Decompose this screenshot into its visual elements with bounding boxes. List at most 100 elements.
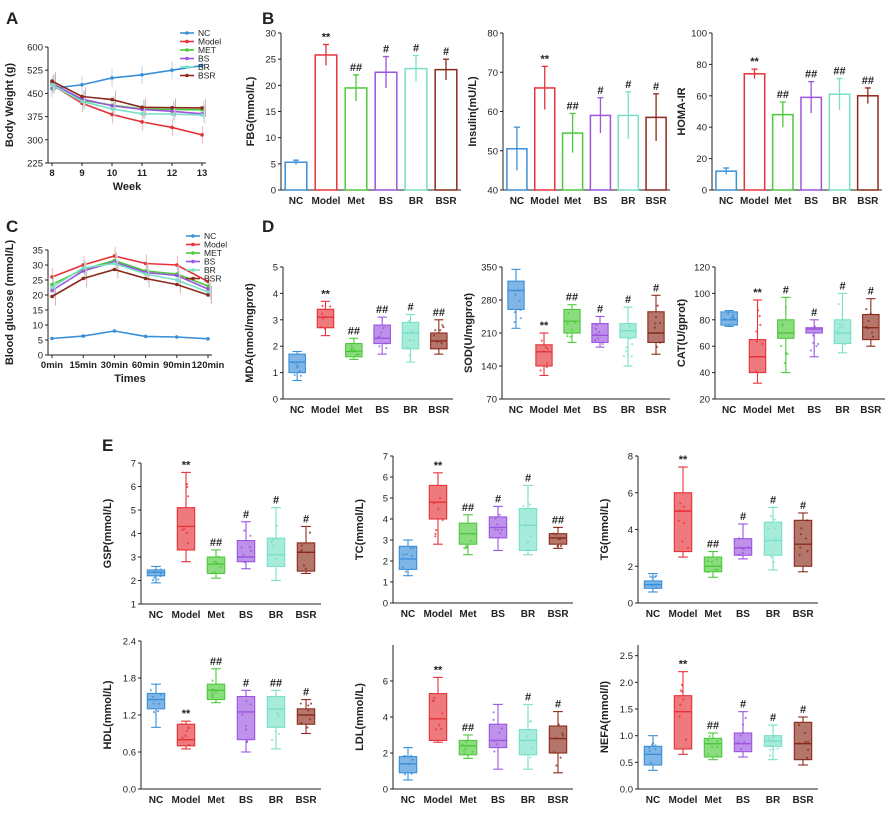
E6-datapoint-Met — [716, 740, 719, 743]
E5-datapoint-Met — [464, 747, 467, 750]
E3-datapoint-Met — [710, 560, 714, 563]
D2-ytick-label: 70 — [486, 395, 497, 406]
D3-box-BR — [833, 319, 852, 345]
E2-datapoint-BS — [500, 528, 503, 531]
E3-box-BSR — [793, 519, 813, 567]
E2-datapoint-NC — [412, 546, 415, 550]
C-ytick-label: 10 — [32, 321, 43, 332]
D1-datapoint-BS — [385, 346, 388, 350]
panel-D2: 70 140 210 280 350 SOD(U/mgprot) NC Model Met BS B… — [463, 263, 670, 416]
A-point-BSR — [140, 105, 144, 110]
C-legend-marker-NC — [191, 234, 195, 238]
E3-significance-Model: ** — [679, 454, 688, 466]
A-legend-marker-Model — [185, 39, 189, 44]
A-legend-label-BR: BR — [198, 62, 210, 72]
E1-box-Model — [176, 507, 196, 551]
E1-datapoint-BR — [271, 545, 274, 548]
E4-category-label: BSR — [295, 795, 317, 806]
D3-ytick-label: 100 — [694, 289, 710, 300]
C-point-Model — [175, 263, 179, 267]
D2-datapoint-NC — [514, 293, 517, 296]
B3-category-label: Met — [774, 196, 792, 207]
D3-ytick-label: 60 — [699, 342, 710, 353]
B1-bar-BS — [374, 71, 398, 191]
D3-datapoint-NC — [730, 317, 733, 320]
A-ytick-label: 225 — [27, 159, 43, 170]
C-point-BSR — [112, 267, 117, 272]
E4-datapoint-BSR — [309, 702, 313, 705]
E5-significance-BSR: # — [555, 699, 561, 711]
E4-datapoint-Model — [184, 734, 187, 737]
D1-datapoint-BR — [408, 354, 411, 357]
D2-datapoint-NC — [519, 308, 522, 311]
A-point-BR — [80, 99, 84, 104]
D2-category-label: BS — [593, 405, 607, 416]
E6-datapoint-BS — [739, 734, 742, 737]
E5-datapoint-BSR — [561, 734, 564, 737]
E5-datapoint-NC — [410, 772, 413, 775]
D1-category-label: BS — [375, 405, 389, 416]
E6-datapoint-NC — [648, 746, 651, 749]
E5-significance-Model: ** — [434, 664, 443, 676]
D1-datapoint-BR — [412, 339, 415, 342]
D3-datapoint-BR — [838, 322, 842, 325]
D2-datapoint-Met — [567, 312, 570, 315]
B1-category-label: BS — [379, 196, 393, 207]
B3-bar-Model — [743, 73, 766, 191]
D3-datapoint-Model — [759, 323, 762, 327]
E3-category-label: Model — [669, 609, 698, 620]
A-point-NC — [170, 68, 174, 72]
E5-significance-BR: # — [525, 691, 531, 703]
D2-datapoint-BSR — [658, 321, 662, 324]
panel-D3: 20 40 60 80 100 120 CAT(U/gprot) NC Model Met BS BR… — [676, 263, 885, 416]
E1-datapoint-NC — [159, 572, 162, 575]
D1-datapoint-Model — [321, 312, 324, 315]
panel-C: 0 5 10 15 20 25 30 35 Blood glucose (mmol/L) 0min… — [4, 231, 227, 385]
E4-datapoint-BS — [244, 724, 248, 728]
E5-datapoint-NC — [410, 754, 413, 757]
D3-datapoint-BSR — [871, 335, 875, 338]
E6-significance-Model: ** — [679, 659, 688, 671]
E5-datapoint-BS — [495, 743, 499, 746]
E2-datapoint-Met — [463, 547, 466, 550]
E1-datapoint-Met — [213, 571, 216, 574]
D3-datapoint-BSR — [865, 325, 868, 328]
E2-category-label: Model — [424, 609, 453, 620]
E6-category-label: BSR — [792, 795, 814, 806]
B1-bar-BR — [404, 67, 428, 191]
D3-datapoint-BSR — [867, 327, 870, 330]
E3-significance-BR: # — [770, 494, 776, 506]
E3-datapoint-Model — [677, 519, 680, 522]
E6-datapoint-BR — [772, 748, 775, 751]
E4-category-label: BR — [269, 795, 284, 806]
E4-datapoint-BSR — [307, 709, 310, 712]
C-point-BS — [50, 288, 54, 293]
E2-category-label: NC — [401, 609, 415, 620]
E6-box-NC — [643, 745, 663, 766]
D1-datapoint-NC — [291, 361, 295, 364]
E6-datapoint-BR — [776, 747, 779, 750]
D3-datapoint-BR — [838, 326, 841, 329]
E3-datapoint-BS — [737, 537, 741, 540]
E6-datapoint-BSR — [797, 723, 801, 727]
E6-category-label: BS — [736, 795, 750, 806]
D2-datapoint-BR — [629, 337, 632, 340]
E1-datapoint-BSR — [299, 550, 302, 553]
panel-letter-D: D — [262, 217, 274, 236]
A-point-NC — [200, 63, 204, 68]
A-xtick-label: 10 — [107, 168, 118, 179]
E4-datapoint-BR — [277, 714, 280, 718]
E1-datapoint-BS — [249, 549, 253, 553]
D1-ytick-label: 3 — [273, 315, 278, 326]
A-point-BR — [50, 82, 54, 87]
E4-datapoint-Met — [211, 696, 214, 699]
D3-category-label: Model — [743, 405, 772, 416]
B1-significance-BSR: # — [443, 46, 449, 58]
E6-ytick-label: 2.5 — [620, 651, 633, 662]
E6-datapoint-Model — [679, 703, 682, 707]
E4-datapoint-Met — [211, 679, 214, 682]
C-legend-marker-BR — [191, 268, 195, 272]
E3-box-Model — [673, 492, 693, 553]
E6-datapoint-NC — [649, 761, 652, 765]
